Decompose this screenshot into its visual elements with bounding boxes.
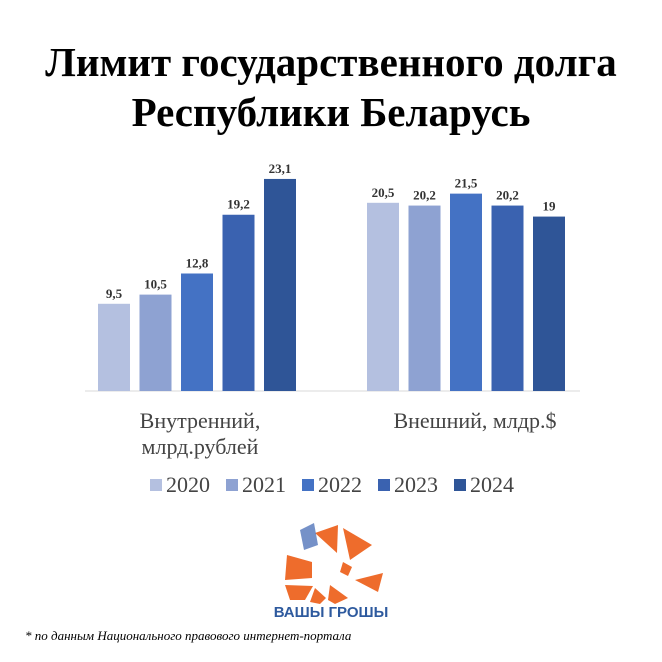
- title-line-2: Республики Беларусь: [131, 89, 531, 135]
- data-label: 21,5: [455, 176, 478, 191]
- legend-swatch: [378, 479, 390, 491]
- data-label: 19: [543, 199, 557, 214]
- footnote: * по данным Национального правового инте…: [25, 628, 352, 643]
- legend-label: 2020: [166, 472, 210, 497]
- category-label-line: Внешний, млдр.$: [393, 408, 557, 433]
- legend-swatch: [302, 479, 314, 491]
- data-label: 19,2: [227, 197, 250, 212]
- legend-label: 2022: [318, 472, 362, 497]
- bar-2023: [491, 205, 524, 391]
- bar-2021: [139, 294, 172, 391]
- bar-2020: [98, 303, 130, 391]
- category-label-line: млрд.рублей: [141, 434, 259, 459]
- legend-label: 2024: [470, 472, 514, 497]
- data-label: 20,2: [496, 188, 519, 203]
- data-label: 20,2: [413, 188, 436, 203]
- bar-2024: [264, 178, 296, 391]
- legend-label: 2023: [394, 472, 438, 497]
- bar-2021: [408, 205, 441, 391]
- ornament-icon: [300, 523, 318, 550]
- brand-name: ВАШЫ ГРОШЫ: [273, 604, 389, 621]
- legend-swatch: [150, 479, 162, 491]
- legend-item-2024: 2024: [454, 472, 514, 498]
- legend-swatch: [226, 479, 238, 491]
- bar-2022: [181, 273, 213, 391]
- bar-2020: [367, 202, 399, 391]
- category-label-line: Внутренний,: [139, 408, 261, 433]
- legend-item-2020: 2020: [150, 472, 210, 498]
- legend-item-2022: 2022: [302, 472, 362, 498]
- data-label: 23,1: [269, 161, 292, 176]
- legend-swatch: [454, 479, 466, 491]
- bar-2024: [533, 216, 565, 391]
- category-label-external: Внешний, млдр.$: [360, 408, 590, 434]
- legend-label: 2021: [242, 472, 286, 497]
- data-label: 20,5: [372, 185, 395, 200]
- data-label: 10,5: [144, 277, 167, 292]
- legend: 2020 2021 2022 2023 2024: [150, 472, 514, 498]
- data-label: 9,5: [106, 286, 123, 301]
- data-label: 12,8: [186, 255, 209, 270]
- category-label-domestic: Внутренний, млрд.рублей: [110, 408, 290, 460]
- title-line-1: Лимит государственного долга: [45, 39, 617, 85]
- legend-item-2023: 2023: [378, 472, 438, 498]
- legend-item-2021: 2021: [226, 472, 286, 498]
- bar-2023: [222, 214, 255, 391]
- bar-2022: [450, 193, 482, 391]
